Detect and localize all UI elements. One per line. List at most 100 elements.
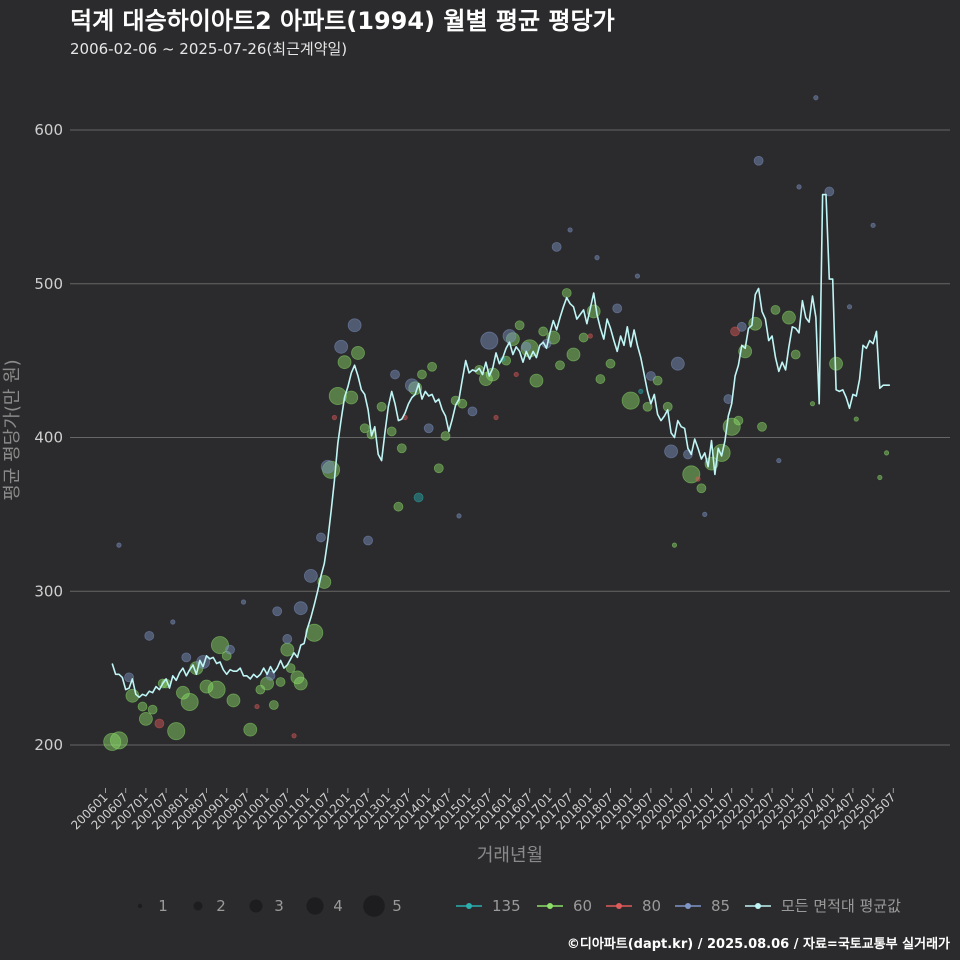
x-axis-title: 거래년월 [477, 845, 543, 866]
point-85 [736, 321, 747, 332]
point-80 [154, 718, 165, 729]
point-85 [272, 606, 283, 617]
point-85 [181, 652, 192, 663]
point-135 [413, 492, 424, 503]
point-60 [207, 680, 226, 699]
point-60 [883, 450, 890, 456]
point-60 [285, 663, 296, 674]
point-60 [275, 677, 286, 687]
legend-label: 80 [642, 897, 661, 915]
point-60 [167, 722, 186, 741]
size-legend-circle [137, 903, 143, 909]
point-60 [290, 670, 305, 685]
point-60 [621, 391, 640, 410]
legend-dot [755, 903, 761, 909]
point-85 [347, 318, 362, 333]
point-85 [521, 341, 532, 352]
point-80 [513, 371, 519, 378]
point-85 [594, 255, 600, 261]
point-85 [116, 542, 122, 548]
point-80 [695, 476, 701, 482]
point-60 [293, 676, 308, 691]
size-legend: 1 2 3 4 5 [137, 895, 402, 917]
point-85 [170, 619, 176, 625]
point-60 [757, 421, 767, 432]
point-60 [770, 304, 781, 315]
point-60 [555, 360, 565, 371]
gridlines [70, 129, 950, 746]
point-60 [221, 650, 232, 661]
size-legend-circle [193, 901, 203, 911]
point-60 [386, 426, 397, 437]
point-85 [634, 273, 641, 279]
point-60 [671, 542, 678, 548]
point-60 [103, 732, 122, 751]
point-85 [334, 339, 349, 354]
legend-label: 60 [573, 897, 592, 915]
point-60 [359, 423, 370, 434]
legend-dot [685, 903, 691, 909]
point-85 [612, 303, 623, 314]
scatter-points [103, 95, 890, 751]
point-60 [514, 320, 525, 331]
point-85 [796, 184, 802, 190]
point-60 [809, 401, 816, 407]
point-60 [748, 316, 763, 331]
point-60 [199, 679, 214, 694]
point-60 [305, 623, 324, 642]
point-60 [393, 501, 404, 512]
point-60 [176, 685, 190, 700]
point-60 [351, 346, 365, 360]
point-85 [753, 155, 764, 166]
point-80 [493, 414, 499, 421]
legend-dot [616, 903, 622, 909]
point-60 [138, 711, 153, 726]
size-legend-circle [249, 899, 263, 913]
point-85 [664, 444, 678, 459]
point-60 [376, 401, 387, 412]
point-60 [642, 401, 653, 412]
point-85 [670, 356, 685, 371]
point-60 [427, 361, 437, 372]
point-85 [824, 186, 835, 197]
point-85 [813, 95, 819, 101]
point-85 [293, 601, 308, 616]
point-60 [268, 700, 279, 710]
point-60 [578, 332, 589, 343]
credit-text: ©디아파트(dapt.kr) / 2025.08.06 / 자료=국토교통부 실… [567, 936, 950, 952]
point-60 [396, 443, 407, 454]
size-legend-label: 4 [333, 897, 343, 915]
average-line [111, 193, 890, 699]
point-60 [137, 701, 148, 712]
point-60 [226, 693, 241, 708]
point-60 [440, 431, 451, 441]
point-85 [646, 371, 656, 381]
point-80 [730, 326, 740, 337]
point-85 [363, 535, 374, 546]
y-tick-label: 500 [34, 275, 63, 293]
y-tick-label: 300 [34, 582, 63, 600]
point-135 [638, 388, 644, 394]
point-60 [280, 642, 295, 657]
color-legend: 135 60 80 85 모든 면적대 평균값 [456, 897, 901, 915]
chart-subtitle: 2006-02-06 ~ 2025-07-26(최근계약일) [70, 40, 347, 58]
point-85 [390, 369, 400, 380]
point-60 [433, 463, 444, 474]
point-85 [776, 457, 782, 464]
point-85 [144, 630, 155, 641]
y-tick-label: 200 [34, 736, 63, 754]
size-legend-label: 2 [216, 897, 226, 915]
size-legend-circle [306, 897, 324, 915]
point-85 [225, 644, 235, 655]
point-80 [291, 733, 297, 739]
point-60 [790, 349, 801, 360]
point-60 [566, 347, 581, 362]
point-85 [567, 227, 573, 233]
point-60 [243, 722, 258, 737]
point-60 [853, 416, 859, 422]
point-85 [870, 222, 876, 228]
y-axis-ticks: 200 300 400 500 600 [34, 121, 63, 754]
point-80 [331, 414, 338, 421]
legend-dot [466, 903, 472, 909]
